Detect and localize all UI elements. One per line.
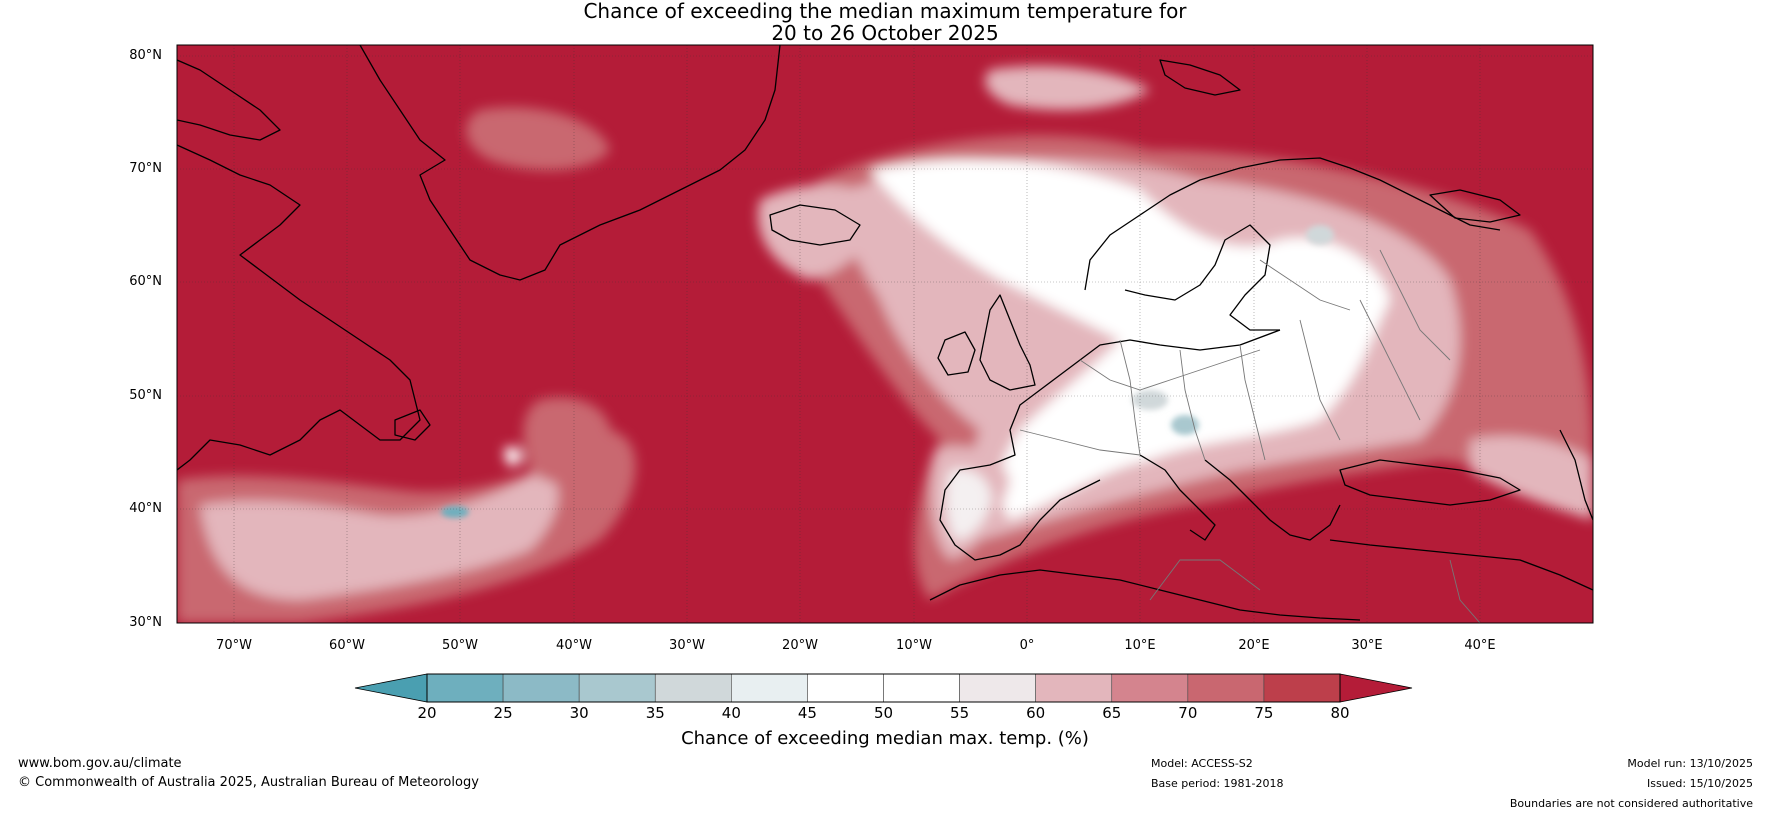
- footer-disclaimer: Boundaries are not considered authoritat…: [1509, 797, 1753, 810]
- forecast-map: [176, 44, 1594, 624]
- colorbar-segment-45-50: [807, 673, 884, 703]
- coast-canada: [177, 144, 421, 471]
- coast-norway: [1084, 157, 1501, 291]
- colorbar-segment-20-25: [426, 673, 504, 703]
- colorbar-segment-30-35: [578, 673, 656, 703]
- coastlines: [177, 45, 1593, 621]
- colorbar-segment-25-30: [502, 673, 580, 703]
- lon-label-30w: 30°W: [669, 638, 705, 653]
- lon-label-70w: 70°W: [216, 638, 252, 653]
- gridlines: [177, 45, 1593, 623]
- colorbar-tick-60: 60: [1026, 704, 1046, 722]
- title-line-1: Chance of exceeding the median maximum t…: [583, 0, 1187, 23]
- lon-label-0: 0°: [1019, 638, 1035, 653]
- lon-label-60w: 60°W: [329, 638, 365, 653]
- colorbar-segment-40-45: [731, 673, 808, 703]
- colorbar-tick-70: 70: [1178, 704, 1198, 722]
- zone-barents-65: [985, 66, 1150, 110]
- lat-label-70n: 70°N: [129, 161, 162, 176]
- colorbar-tick-50: 50: [873, 704, 894, 722]
- footer-base-period: Base period: 1981-2018: [1151, 777, 1284, 790]
- coast-greenland: [359, 45, 781, 281]
- country-borders: [1019, 249, 1481, 623]
- zone-iberia-50: [945, 468, 992, 540]
- chart-title: Chance of exceeding the median maximum t…: [0, 0, 1770, 44]
- lat-label-40n: 40°N: [129, 501, 162, 516]
- lat-label-50n: 50°N: [129, 388, 162, 403]
- coast-balkans: [1204, 459, 1341, 541]
- colorbar-extend-low: [354, 673, 428, 703]
- lat-label-30n: 30°N: [129, 615, 162, 630]
- lon-label-10e: 10°E: [1124, 638, 1156, 653]
- colorbar-tick-55: 55: [950, 704, 970, 722]
- coast-sweden-baltic: [1124, 224, 1280, 331]
- coast-ireland: [937, 331, 976, 376]
- coast-iceland: [769, 204, 861, 246]
- zone-alps-45: [1132, 390, 1168, 410]
- zone-atlantic-sw-60: [200, 470, 559, 600]
- coast-britain: [979, 294, 1036, 391]
- colorbar-tick-25: 25: [493, 704, 513, 722]
- colorbar-segment-65-70: [1111, 673, 1189, 703]
- colorbar-segment-70-75: [1187, 673, 1265, 703]
- lon-label-40e: 40°E: [1464, 638, 1496, 653]
- colorbar: [354, 673, 1413, 703]
- colorbar-segment-60-65: [1035, 673, 1113, 703]
- lon-label-10w: 10°W: [896, 638, 932, 653]
- coast-europe-west: [939, 329, 1281, 561]
- coast-black-sea: [1339, 459, 1521, 506]
- colorbar-segment-35-40: [654, 673, 732, 703]
- coast-turkey: [1329, 539, 1593, 591]
- colorbar-tick-30: 30: [569, 704, 589, 722]
- coast-newfoundland: [394, 409, 431, 441]
- colorbar-frame: [426, 673, 1341, 703]
- footer-website: www.bom.gov.au/climate: [18, 756, 182, 771]
- coast-north-africa: [929, 569, 1361, 621]
- zone-central-europe-40: [1171, 415, 1199, 435]
- coast-italy: [1139, 454, 1216, 541]
- footer-issued: Issued: 15/10/2025: [1646, 777, 1753, 790]
- colorbar-label: Chance of exceeding median max. temp. (%…: [681, 728, 1089, 749]
- colorbar-extend-high: [1339, 673, 1413, 703]
- footer-model: Model: ACCESS-S2: [1151, 757, 1253, 770]
- lon-label-50w: 50°W: [442, 638, 478, 653]
- colorbar-tick-20: 20: [417, 704, 437, 722]
- footer-model-run: Model run: 13/10/2025: [1627, 757, 1753, 770]
- zone-eastern-edge-60: [1470, 436, 1593, 520]
- colorbar-segment-50-55: [883, 673, 960, 703]
- title-line-2: 20 to 26 October 2025: [771, 21, 999, 45]
- zone-atlantic-blue-spot: [441, 506, 469, 518]
- lon-label-30e: 30°E: [1351, 638, 1383, 653]
- zone-atlantic-mid-70: [523, 397, 612, 484]
- colorbar-tick-75: 75: [1254, 704, 1274, 722]
- lat-label-60n: 60°N: [129, 274, 162, 289]
- lat-label-80n: 80°N: [129, 48, 162, 63]
- zone-scandinavia-45: [1306, 225, 1334, 245]
- coast-kola: [1429, 189, 1521, 223]
- probability-field: [177, 45, 1593, 623]
- colorbar-tick-45: 45: [797, 704, 817, 722]
- colorbar-segment-55-60: [959, 673, 1036, 703]
- lon-label-40w: 40°W: [556, 638, 592, 653]
- coast-baffin: [177, 59, 281, 141]
- lon-label-20e: 20°E: [1238, 638, 1270, 653]
- colorbar-tick-65: 65: [1102, 704, 1122, 722]
- map-frame: [176, 44, 1594, 624]
- footer-copyright: © Commonwealth of Australia 2025, Austra…: [18, 775, 479, 790]
- colorbar-segment-75-80: [1263, 673, 1341, 703]
- colorbar-tick-35: 35: [645, 704, 665, 722]
- colorbar-tick-40: 40: [721, 704, 741, 722]
- coast-caspian: [1559, 429, 1593, 521]
- colorbar-tick-80: 80: [1330, 704, 1350, 722]
- coast-svalbard: [1159, 59, 1241, 96]
- zone-atlantic-mid-50: [504, 446, 522, 466]
- lon-label-20w: 20°W: [782, 638, 818, 653]
